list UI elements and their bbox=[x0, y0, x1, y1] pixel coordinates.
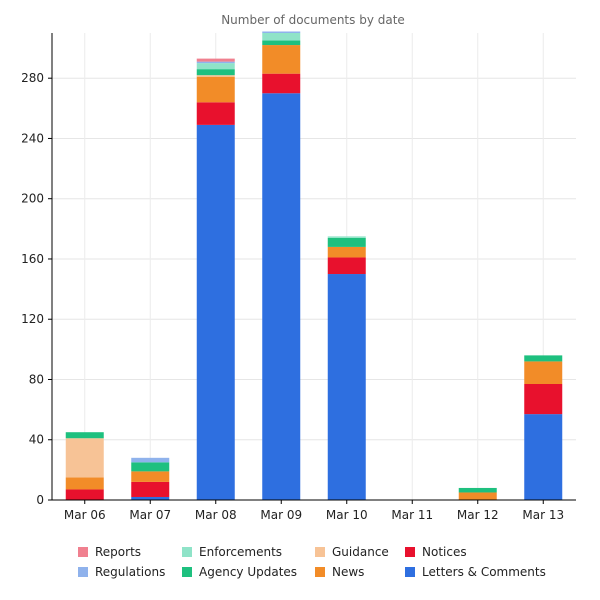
legend-label: Guidance bbox=[332, 545, 389, 559]
y-tick-labels: 0 40 80 120 160 200 240 280 bbox=[21, 71, 44, 507]
bar-segment-regulations[interactable] bbox=[196, 61, 235, 64]
legend-swatch bbox=[78, 547, 88, 557]
bar-segment-enforcements[interactable] bbox=[196, 63, 235, 70]
y-tick-label: 120 bbox=[21, 312, 44, 326]
legend-label: News bbox=[332, 565, 364, 579]
axes bbox=[48, 33, 576, 504]
legend-item-news[interactable]: News bbox=[315, 565, 364, 579]
bar-segment-reports[interactable] bbox=[196, 58, 235, 62]
bar-segment-letters-and-comments[interactable] bbox=[262, 93, 301, 501]
x-tick-label: Mar 09 bbox=[260, 508, 302, 522]
legend-swatch bbox=[405, 547, 415, 557]
x-tick-label: Mar 08 bbox=[195, 508, 237, 522]
legend-label: Enforcements bbox=[199, 545, 282, 559]
x-tick-label: Mar 06 bbox=[64, 508, 106, 522]
bars bbox=[65, 31, 563, 501]
x-tick-label: Mar 11 bbox=[391, 508, 433, 522]
bar-segment-news[interactable] bbox=[458, 492, 497, 500]
bar-segment-news[interactable] bbox=[196, 76, 235, 103]
bar-segment-letters-and-comments[interactable] bbox=[196, 124, 235, 500]
bar-segment-news[interactable] bbox=[65, 477, 104, 490]
x-tick-label: Mar 13 bbox=[522, 508, 564, 522]
bar-segment-enforcements[interactable] bbox=[262, 33, 301, 41]
legend-label: Regulations bbox=[95, 565, 165, 579]
legend-swatch bbox=[315, 547, 325, 557]
bar-segment-letters-and-comments[interactable] bbox=[524, 414, 563, 500]
bar-segment-letters-and-comments[interactable] bbox=[131, 496, 170, 500]
bar-segment-guidance[interactable] bbox=[196, 75, 235, 77]
bar-segment-agency-updates[interactable] bbox=[131, 462, 170, 472]
grid-lines bbox=[52, 33, 576, 501]
legend: Reports Enforcements Guidance Notices Regula… bbox=[78, 545, 546, 579]
legend-item-notices[interactable]: Notices bbox=[405, 545, 467, 559]
legend-label: Reports bbox=[95, 545, 141, 559]
legend-label: Notices bbox=[422, 545, 467, 559]
legend-swatch bbox=[405, 567, 415, 577]
bar-segment-regulations[interactable] bbox=[262, 31, 301, 33]
bar-segment-regulations[interactable] bbox=[131, 457, 170, 463]
bar-segment-letters-and-comments[interactable] bbox=[327, 274, 366, 500]
bar-segment-agency-updates[interactable] bbox=[262, 40, 301, 46]
legend-swatch bbox=[182, 547, 192, 557]
legend-item-letters-and-comments[interactable]: Letters & Comments bbox=[405, 565, 546, 579]
y-tick-label: 200 bbox=[21, 192, 44, 206]
chart-title: Number of documents by date bbox=[221, 13, 405, 27]
bar-segment-news[interactable] bbox=[524, 361, 563, 385]
y-tick-label: 240 bbox=[21, 131, 44, 145]
bar-segment-agency-updates[interactable] bbox=[524, 355, 563, 362]
y-tick-label: 0 bbox=[36, 493, 44, 507]
bar-segment-notices[interactable] bbox=[196, 102, 235, 125]
x-tick-label: Mar 07 bbox=[129, 508, 171, 522]
bar-segment-notices[interactable] bbox=[65, 489, 104, 500]
bar-segment-enforcements[interactable] bbox=[327, 236, 366, 238]
legend-label: Letters & Comments bbox=[422, 565, 546, 579]
bar-segment-notices[interactable] bbox=[131, 481, 170, 497]
legend-swatch bbox=[315, 567, 325, 577]
legend-item-guidance[interactable]: Guidance bbox=[315, 545, 389, 559]
bar-segment-agency-updates[interactable] bbox=[458, 487, 497, 493]
legend-item-enforcements[interactable]: Enforcements bbox=[182, 545, 282, 559]
y-tick-label: 80 bbox=[29, 372, 44, 386]
y-tick-label: 160 bbox=[21, 252, 44, 266]
bar-segment-news[interactable] bbox=[327, 246, 366, 258]
bar-segment-news[interactable] bbox=[131, 471, 170, 482]
bar-segment-notices[interactable] bbox=[262, 73, 301, 94]
bar-segment-notices[interactable] bbox=[327, 257, 366, 275]
x-tick-labels: Mar 06 Mar 07 Mar 08 Mar 09 Mar 10 Mar 11 Mar … bbox=[64, 508, 564, 522]
bar-segment-agency-updates[interactable] bbox=[327, 237, 366, 247]
legend-item-reports[interactable]: Reports bbox=[78, 545, 141, 559]
bar-segment-news[interactable] bbox=[262, 45, 301, 74]
legend-item-regulations[interactable]: Regulations bbox=[78, 565, 165, 579]
bar-segment-notices[interactable] bbox=[524, 384, 563, 415]
bar-segment-agency-updates[interactable] bbox=[196, 69, 235, 76]
legend-swatch bbox=[182, 567, 192, 577]
x-tick-label: Mar 12 bbox=[457, 508, 499, 522]
legend-item-agency-updates[interactable]: Agency Updates bbox=[182, 565, 297, 579]
y-tick-label: 40 bbox=[29, 433, 44, 447]
bar-segment-agency-updates[interactable] bbox=[65, 432, 104, 439]
legend-swatch bbox=[78, 567, 88, 577]
y-tick-label: 280 bbox=[21, 71, 44, 85]
legend-label: Agency Updates bbox=[199, 565, 297, 579]
bar-segment-guidance[interactable] bbox=[65, 438, 104, 478]
x-tick-label: Mar 10 bbox=[326, 508, 368, 522]
